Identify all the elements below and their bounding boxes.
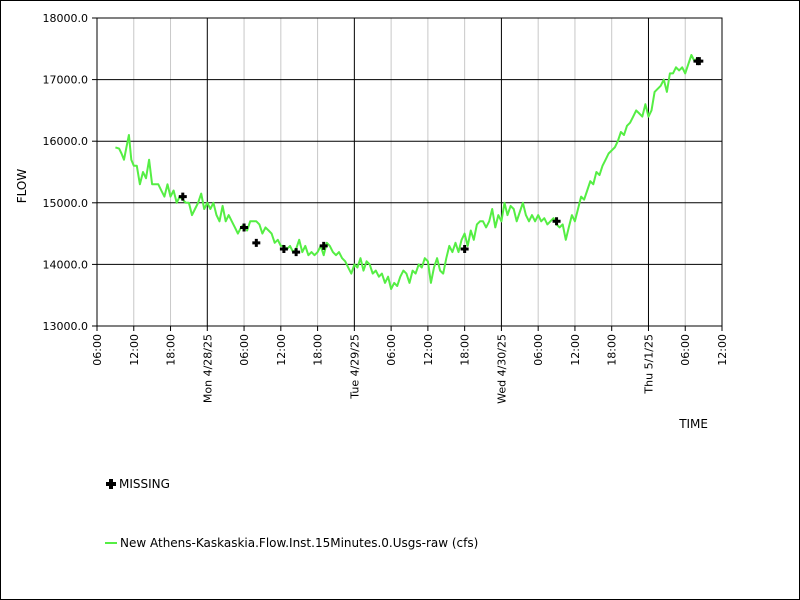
x-tick-label: 06:00 bbox=[385, 334, 398, 366]
x-tick-label: Tue 4/29/25 bbox=[348, 334, 361, 400]
x-tick-label: Thu 5/1/25 bbox=[642, 334, 655, 395]
y-tick-label: 15000.0 bbox=[43, 197, 89, 210]
x-tick-label: Mon 4/28/25 bbox=[201, 334, 214, 403]
x-tick-label: 12:00 bbox=[422, 334, 435, 366]
missing-point bbox=[319, 241, 328, 250]
missing-point bbox=[279, 245, 288, 253]
x-tick-label: 06:00 bbox=[238, 334, 251, 366]
missing-point bbox=[240, 223, 249, 232]
grid bbox=[96, 17, 723, 327]
legend-label-missing: MISSING bbox=[119, 477, 170, 491]
x-tick-label: 12:00 bbox=[569, 334, 582, 366]
legend-label-flow: New Athens-Kaskaskia.Flow.Inst.15Minutes… bbox=[120, 536, 479, 550]
x-tick-label: 12:00 bbox=[716, 334, 729, 366]
y-axis-label: FLOW bbox=[15, 169, 29, 204]
series-layer bbox=[115, 54, 699, 290]
x-tick-label: 18:00 bbox=[606, 334, 619, 366]
missing-point bbox=[252, 238, 261, 247]
missing-point bbox=[178, 192, 187, 201]
x-tick-label: 06:00 bbox=[679, 334, 692, 366]
x-tick-label: Wed 4/30/25 bbox=[495, 334, 508, 404]
plot-area-border bbox=[96, 17, 723, 327]
x-tick-label: 18:00 bbox=[165, 334, 178, 366]
x-tick-label: 12:00 bbox=[128, 334, 141, 366]
x-tick-label: 12:00 bbox=[275, 334, 288, 366]
y-tick-label: 18000.0 bbox=[43, 12, 89, 25]
y-axis-ticks: 13000.0 14000.0 15000.0 16000.0 17000.0 18000… bbox=[43, 12, 97, 333]
missing-point bbox=[460, 245, 469, 253]
x-axis-label: TIME bbox=[678, 417, 708, 431]
missing-markers bbox=[178, 57, 704, 257]
plus-marker-icon bbox=[106, 479, 116, 489]
legend-item-flow: New Athens-Kaskaskia.Flow.Inst.15Minutes… bbox=[105, 536, 478, 550]
y-tick-label: 16000.0 bbox=[43, 135, 89, 148]
legend-item-missing: MISSING bbox=[105, 477, 170, 491]
x-axis-ticks: 06:00 12:00 18:00 Mon 4/28/25 06:00 12:00 18:0… bbox=[91, 326, 729, 404]
series-line-flow bbox=[115, 54, 699, 290]
missing-point bbox=[552, 217, 561, 226]
y-tick-label: 13000.0 bbox=[43, 320, 89, 333]
line-swatch-icon bbox=[105, 542, 117, 544]
x-tick-label: 06:00 bbox=[91, 334, 104, 366]
missing-point bbox=[695, 57, 704, 66]
x-tick-label: 18:00 bbox=[459, 334, 472, 366]
y-tick-label: 14000.0 bbox=[43, 258, 89, 271]
y-tick-label: 17000.0 bbox=[43, 74, 89, 87]
x-tick-label: 06:00 bbox=[532, 334, 545, 366]
x-tick-label: 18:00 bbox=[312, 334, 325, 366]
missing-point bbox=[292, 248, 301, 257]
